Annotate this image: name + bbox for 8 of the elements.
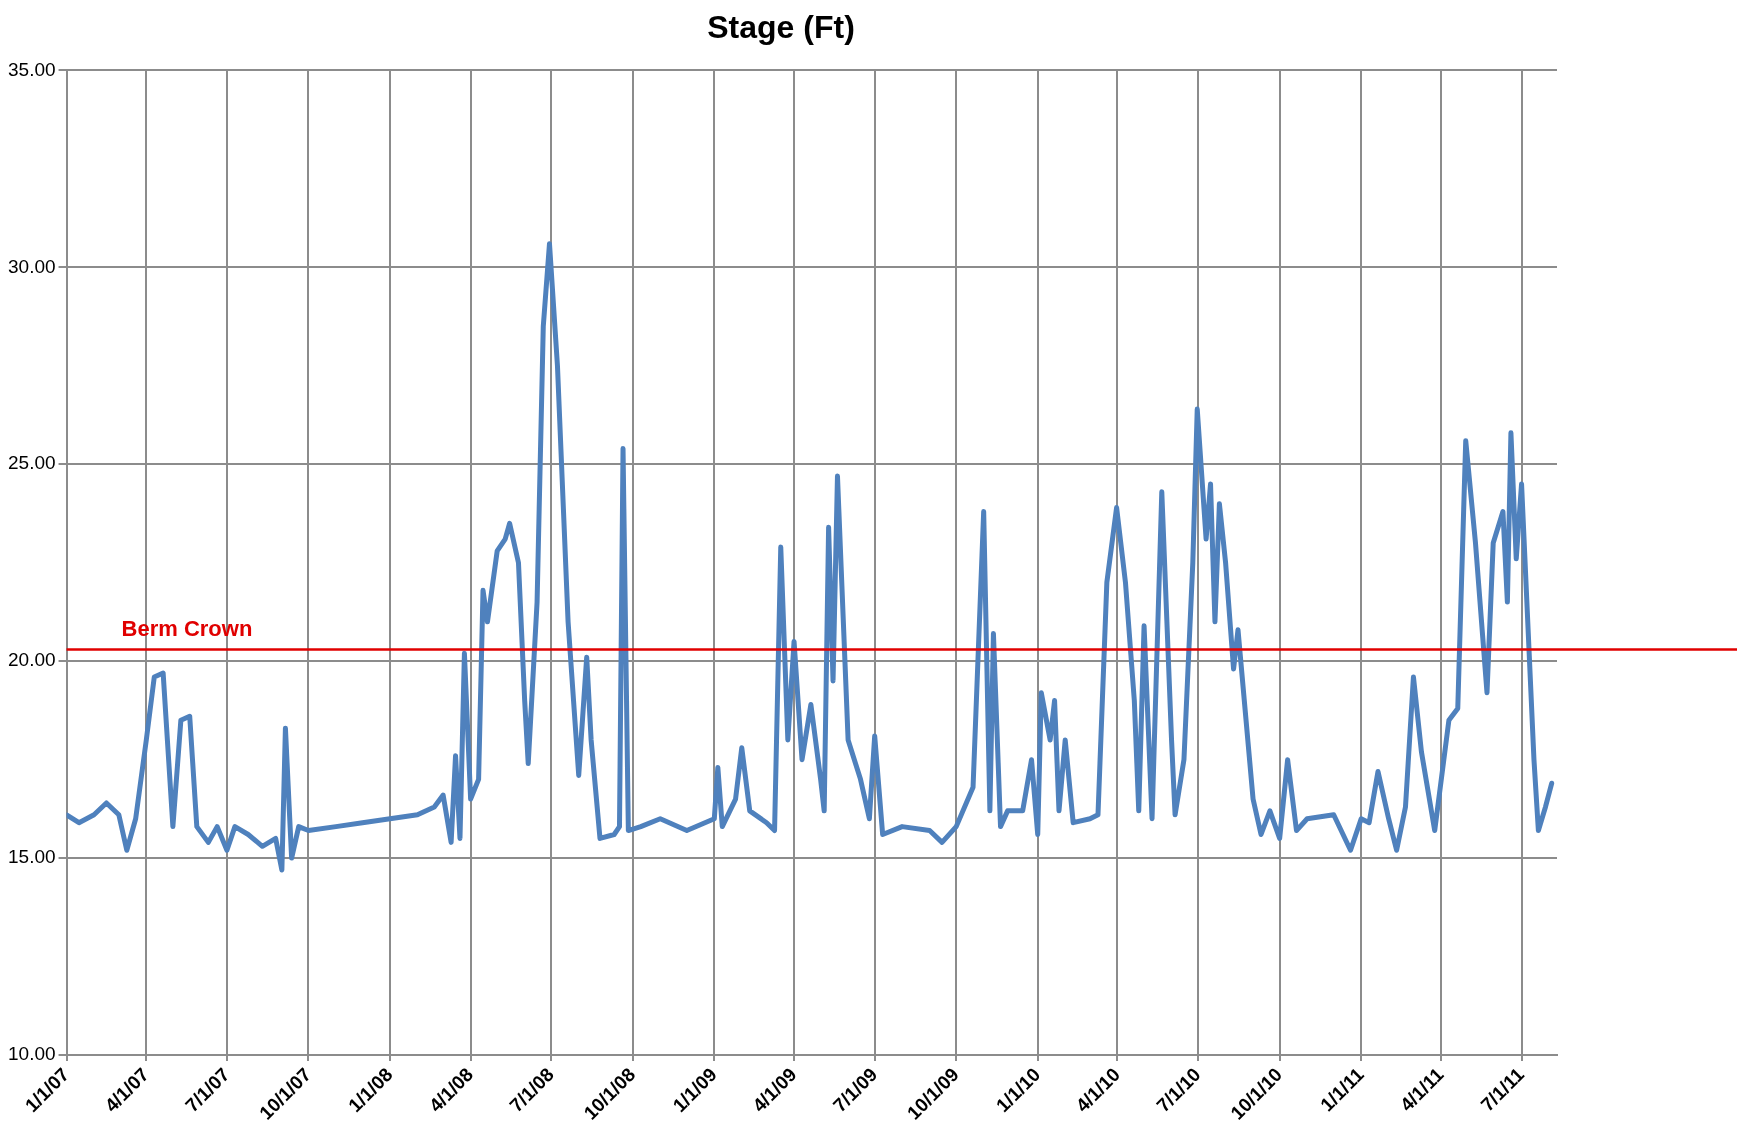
y-tick-label: 30.00 — [8, 255, 56, 277]
y-tick-label: 20.00 — [8, 649, 56, 671]
ref-line-label: Berm Crown — [121, 616, 253, 642]
y-tick-label: 35.00 — [8, 58, 56, 80]
chart-title: Stage (Ft) — [707, 9, 855, 46]
y-tick-label: 10.00 — [8, 1043, 56, 1065]
y-tick-label: 15.00 — [8, 846, 56, 868]
y-tick-label: 25.00 — [8, 452, 56, 474]
